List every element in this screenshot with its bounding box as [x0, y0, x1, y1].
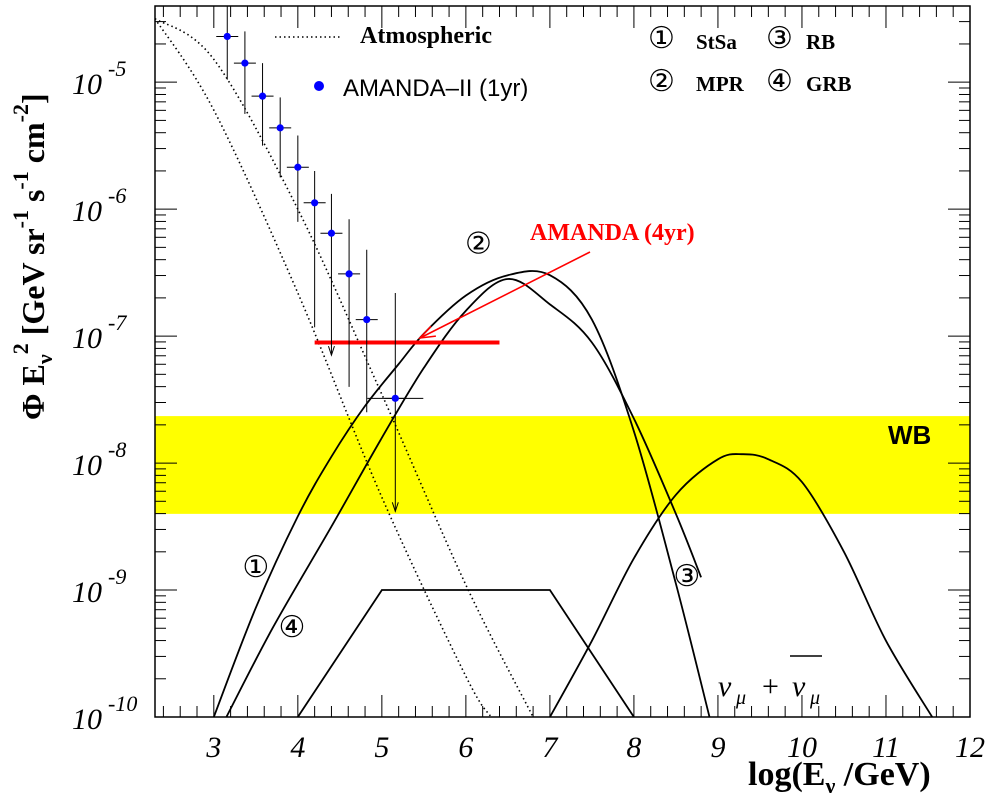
- atmospheric-upper-line: [154, 18, 534, 718]
- amanda-ii-point: [241, 59, 249, 67]
- x-tick-label: 9: [710, 731, 725, 764]
- model-curve-2: [225, 278, 702, 718]
- amanda-ii-point: [294, 163, 302, 171]
- nu-bar-symbol: ν: [792, 670, 806, 703]
- amanda-ii-point: [363, 316, 371, 324]
- x-tick-label: 11: [872, 731, 900, 764]
- y-tick-label: 10: [72, 68, 102, 101]
- y-tick-exponent: -10: [108, 691, 137, 716]
- x-tick-labels: 3 4 5 6 7 8 9 10 11 12: [205, 731, 985, 764]
- plot-area: [154, 6, 970, 718]
- curve-label: ③: [673, 560, 700, 593]
- legend-glyph-2: ②: [648, 65, 675, 98]
- x-axis-title: log(Eν /GeV): [748, 756, 931, 798]
- x-tick-label: 4: [290, 731, 305, 764]
- legend-amanda-ii-marker: [314, 81, 324, 91]
- y-tick-labels: 10-510-610-710-810-910-10: [72, 56, 137, 736]
- x-tick-label: 6: [458, 731, 473, 764]
- y-tick-label: 10: [72, 576, 102, 609]
- legend-glyph-4: ④: [766, 65, 793, 98]
- y-tick-label: 10: [72, 703, 102, 736]
- y-ticks: [155, 21, 970, 718]
- nu-symbol: ν: [718, 670, 732, 703]
- model-curve-4: [297, 589, 635, 718]
- legend-atmospheric-label: Atmospheric: [360, 23, 492, 49]
- curve-labels: ② ③ ①④: [242, 227, 700, 643]
- y-tick-exponent: -9: [108, 564, 126, 589]
- atmospheric-band: [154, 18, 534, 718]
- plus-sign: +: [762, 670, 779, 703]
- amanda4-arrow-head: [417, 325, 436, 340]
- amanda-ii-point: [327, 229, 336, 237]
- point-limit-arrow-9: [391, 502, 399, 513]
- x-tick-label: 3: [205, 731, 221, 764]
- x-tick-label: 7: [542, 731, 559, 764]
- x-tick-label: 5: [374, 731, 389, 764]
- amanda-ii-point: [258, 92, 267, 100]
- x-tick-label: 8: [626, 731, 641, 764]
- y-tick-exponent: -7: [108, 310, 127, 335]
- amanda-ii-point: [276, 124, 284, 132]
- amanda4-arrow-shaft: [419, 251, 591, 339]
- x-tick-label: 10: [787, 731, 817, 764]
- legend-model-2: MPR: [696, 72, 745, 96]
- nu-subscript: μ: [735, 687, 746, 709]
- y-tick-label: 10: [72, 449, 102, 482]
- model-curves: [212, 270, 933, 718]
- amanda-ii-point: [391, 394, 399, 402]
- legend-amanda-ii-label: AMANDA–II (1yr): [343, 75, 528, 102]
- legend-model-3: RB: [806, 30, 835, 54]
- amanda4-label: AMANDA (4yr): [530, 220, 695, 246]
- x-axis-title-text: log(Eν /GeV): [748, 756, 931, 798]
- x-tick-label: 12: [955, 731, 985, 764]
- y-tick-label: 10: [72, 195, 102, 228]
- nu-annotation: ν μ + ν μ: [718, 655, 822, 709]
- wb-band: [155, 416, 970, 514]
- legend-glyph-3: ③: [766, 22, 793, 55]
- x-ticks: [162, 6, 971, 717]
- atmospheric-lower-line: [154, 18, 492, 718]
- y-axis-title: Φ Eν2 [GeV sr-1 s-1 cm-2]: [8, 93, 57, 420]
- amanda-ii-points: [216, 6, 424, 513]
- plot-frame: [154, 5, 971, 718]
- curve-label: ②: [465, 227, 492, 260]
- point-limit-arrow-6: [327, 345, 335, 357]
- amanda4-arrow: [417, 251, 591, 340]
- amanda-ii-point: [311, 199, 319, 207]
- curve-label: ①: [242, 551, 269, 584]
- legend-model-1: StSa: [696, 30, 737, 54]
- legend: Atmospheric AMANDA–II (1yr) ① StSa ③ RB …: [275, 22, 852, 102]
- y-tick-exponent: -8: [108, 437, 126, 462]
- legend-glyph-1: ①: [648, 22, 675, 55]
- nu-bar-subscript: μ: [809, 687, 820, 709]
- amanda-ii-point: [345, 270, 353, 278]
- y-tick-exponent: -5: [108, 56, 126, 81]
- amanda-ii-point: [223, 32, 231, 41]
- model-curve-1: [212, 270, 711, 718]
- curve-label: ④: [279, 611, 306, 644]
- wb-label: WB: [888, 420, 931, 450]
- y-tick-exponent: -6: [108, 183, 126, 208]
- model-curve-3: [549, 453, 933, 718]
- legend-model-4: GRB: [806, 72, 852, 96]
- y-tick-label: 10: [72, 322, 102, 355]
- y-axis-title-text: Φ Eν2 [GeV sr-1 s-1 cm-2]: [8, 93, 57, 420]
